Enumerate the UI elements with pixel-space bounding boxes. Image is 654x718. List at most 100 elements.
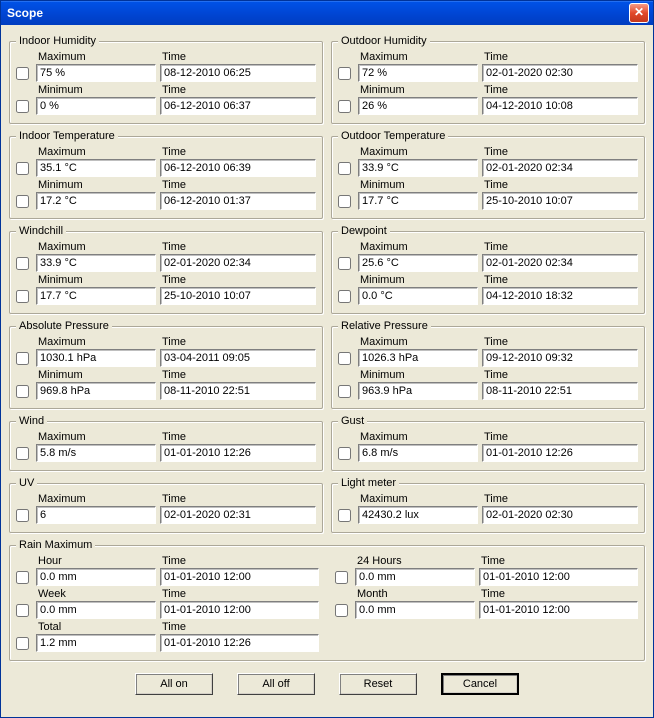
- cb-indoor-humidity-max[interactable]: [16, 67, 29, 80]
- cb-wind-max[interactable]: [16, 447, 29, 460]
- fld-dewpoint-max-time[interactable]: [482, 254, 638, 272]
- cb-rain-24h[interactable]: [335, 571, 348, 584]
- cb-outdoor-humidity-max[interactable]: [338, 67, 351, 80]
- fld-light-max-time[interactable]: [482, 506, 638, 524]
- fld-indoor-humidity-max-time[interactable]: [160, 64, 316, 82]
- legend-gust: Gust: [338, 415, 367, 427]
- fld-indoor-humidity-max[interactable]: [36, 64, 156, 82]
- lbl-outdoor-humidity-min-time: Time: [482, 84, 638, 96]
- fld-rain-24h-time[interactable]: [479, 568, 638, 586]
- cancel-button[interactable]: Cancel: [441, 673, 519, 695]
- fld-wind-max-time[interactable]: [160, 444, 316, 462]
- fld-outdoor-temp-min[interactable]: [358, 192, 478, 210]
- fld-abs-pressure-min-time[interactable]: [160, 382, 316, 400]
- cb-gust-max[interactable]: [338, 447, 351, 460]
- fld-windchill-max-time[interactable]: [160, 254, 316, 272]
- fld-rain-hour-time[interactable]: [160, 568, 319, 586]
- fld-dewpoint-min[interactable]: [358, 287, 478, 305]
- fld-windchill-min[interactable]: [36, 287, 156, 305]
- fld-indoor-humidity-min[interactable]: [36, 97, 156, 115]
- fld-rel-pressure-max[interactable]: [358, 349, 478, 367]
- fld-gust-max-time[interactable]: [482, 444, 638, 462]
- fld-windchill-max[interactable]: [36, 254, 156, 272]
- lbl-rain-total: Total: [36, 621, 156, 633]
- fld-indoor-humidity-min-time[interactable]: [160, 97, 316, 115]
- fld-rain-month[interactable]: [355, 601, 475, 619]
- all-on-button[interactable]: All on: [135, 673, 213, 695]
- fld-uv-max[interactable]: [36, 506, 156, 524]
- lbl-indoor-temp-min: Minimum: [36, 179, 156, 191]
- all-off-button[interactable]: All off: [237, 673, 315, 695]
- fld-uv-max-time[interactable]: [160, 506, 316, 524]
- fld-outdoor-temp-max[interactable]: [358, 159, 478, 177]
- fld-rain-hour[interactable]: [36, 568, 156, 586]
- fld-rel-pressure-min-time[interactable]: [482, 382, 638, 400]
- fld-dewpoint-min-time[interactable]: [482, 287, 638, 305]
- lbl-rel-pressure-max: Maximum: [358, 336, 478, 348]
- fld-rain-month-time[interactable]: [479, 601, 638, 619]
- lbl-dewpoint-min: Minimum: [358, 274, 478, 286]
- fld-rel-pressure-max-time[interactable]: [482, 349, 638, 367]
- fld-outdoor-temp-min-time[interactable]: [482, 192, 638, 210]
- cb-windchill-min[interactable]: [16, 290, 29, 303]
- fld-rain-24h[interactable]: [355, 568, 475, 586]
- cb-abs-pressure-max[interactable]: [16, 352, 29, 365]
- lbl-dewpoint-max: Maximum: [358, 241, 478, 253]
- fld-rain-week-time[interactable]: [160, 601, 319, 619]
- group-indoor-temperature: Indoor Temperature Maximum Time Minimum …: [9, 130, 323, 219]
- fld-indoor-temp-max[interactable]: [36, 159, 156, 177]
- cb-rain-week[interactable]: [16, 604, 29, 617]
- fld-gust-max[interactable]: [358, 444, 478, 462]
- cb-windchill-max[interactable]: [16, 257, 29, 270]
- lbl-outdoor-temp-min-time: Time: [482, 179, 638, 191]
- fld-windchill-min-time[interactable]: [160, 287, 316, 305]
- fld-rel-pressure-min[interactable]: [358, 382, 478, 400]
- lbl-windchill-min: Minimum: [36, 274, 156, 286]
- lbl-light-max-time: Time: [482, 493, 638, 505]
- cb-indoor-humidity-min[interactable]: [16, 100, 29, 113]
- fld-rain-total-time[interactable]: [160, 634, 319, 652]
- fld-wind-max[interactable]: [36, 444, 156, 462]
- reset-button[interactable]: Reset: [339, 673, 417, 695]
- cb-rain-month[interactable]: [335, 604, 348, 617]
- fld-indoor-temp-min-time[interactable]: [160, 192, 316, 210]
- cb-outdoor-temp-min[interactable]: [338, 195, 351, 208]
- lbl-rain-24h-time: Time: [479, 555, 638, 567]
- fld-indoor-temp-min[interactable]: [36, 192, 156, 210]
- lbl-rain-total-time: Time: [160, 621, 319, 633]
- fld-light-max[interactable]: [358, 506, 478, 524]
- legend-rain-maximum: Rain Maximum: [16, 539, 95, 551]
- fld-outdoor-humidity-min[interactable]: [358, 97, 478, 115]
- fld-rain-week[interactable]: [36, 601, 156, 619]
- cb-rel-pressure-max[interactable]: [338, 352, 351, 365]
- fld-rain-total[interactable]: [36, 634, 156, 652]
- lbl-rel-pressure-min: Minimum: [358, 369, 478, 381]
- fld-outdoor-humidity-max[interactable]: [358, 64, 478, 82]
- cb-light-max[interactable]: [338, 509, 351, 522]
- cb-indoor-temp-max[interactable]: [16, 162, 29, 175]
- fld-dewpoint-max[interactable]: [358, 254, 478, 272]
- fld-abs-pressure-min[interactable]: [36, 382, 156, 400]
- cb-rain-total[interactable]: [16, 637, 29, 650]
- fld-indoor-temp-max-time[interactable]: [160, 159, 316, 177]
- cb-outdoor-temp-max[interactable]: [338, 162, 351, 175]
- lbl-rain-month: Month: [355, 588, 475, 600]
- fld-outdoor-temp-max-time[interactable]: [482, 159, 638, 177]
- fld-abs-pressure-max[interactable]: [36, 349, 156, 367]
- cb-rel-pressure-min[interactable]: [338, 385, 351, 398]
- legend-indoor-temperature: Indoor Temperature: [16, 130, 118, 142]
- cb-uv-max[interactable]: [16, 509, 29, 522]
- cb-abs-pressure-min[interactable]: [16, 385, 29, 398]
- cb-dewpoint-min[interactable]: [338, 290, 351, 303]
- lbl-rain-24h: 24 Hours: [355, 555, 475, 567]
- cb-rain-hour[interactable]: [16, 571, 29, 584]
- fld-outdoor-humidity-min-time[interactable]: [482, 97, 638, 115]
- fld-outdoor-humidity-max-time[interactable]: [482, 64, 638, 82]
- group-windchill: Windchill Maximum Time Minimum Time: [9, 225, 323, 314]
- cb-dewpoint-max[interactable]: [338, 257, 351, 270]
- close-button[interactable]: ✕: [629, 3, 649, 23]
- cb-outdoor-humidity-min[interactable]: [338, 100, 351, 113]
- cb-indoor-temp-min[interactable]: [16, 195, 29, 208]
- lbl-indoor-humidity-min-time: Time: [160, 84, 316, 96]
- fld-abs-pressure-max-time[interactable]: [160, 349, 316, 367]
